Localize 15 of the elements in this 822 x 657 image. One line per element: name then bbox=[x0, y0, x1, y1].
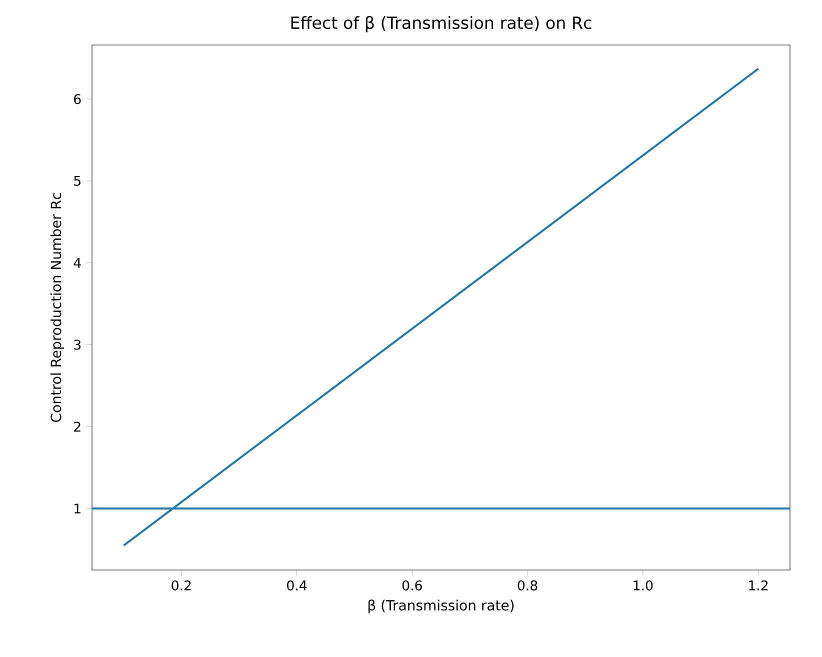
y-tick-label: 2 bbox=[74, 422, 80, 432]
y-tick-label: 1 bbox=[74, 504, 80, 514]
y-tick-label: 4 bbox=[74, 258, 81, 268]
x-tick-label: 1.2 bbox=[749, 580, 768, 590]
x-tick-label: 1.0 bbox=[634, 580, 653, 590]
x-tick-label: 0.4 bbox=[287, 580, 307, 590]
y-tick-label: 5 bbox=[74, 176, 80, 186]
chart-title: Effect of β (Transmission rate) on Rc bbox=[291, 16, 592, 32]
y-tick-label: 3 bbox=[74, 340, 81, 350]
x-tick-label: 0.8 bbox=[518, 580, 538, 590]
y-tick-label: 6 bbox=[74, 94, 81, 104]
x-axis-title: β (Transmission rate) bbox=[368, 600, 514, 614]
x-tick-label: 0.6 bbox=[402, 580, 422, 590]
x-tick-label: 0.2 bbox=[172, 580, 191, 590]
y-axis-title: Control Reproduction Number Rc bbox=[50, 193, 64, 422]
